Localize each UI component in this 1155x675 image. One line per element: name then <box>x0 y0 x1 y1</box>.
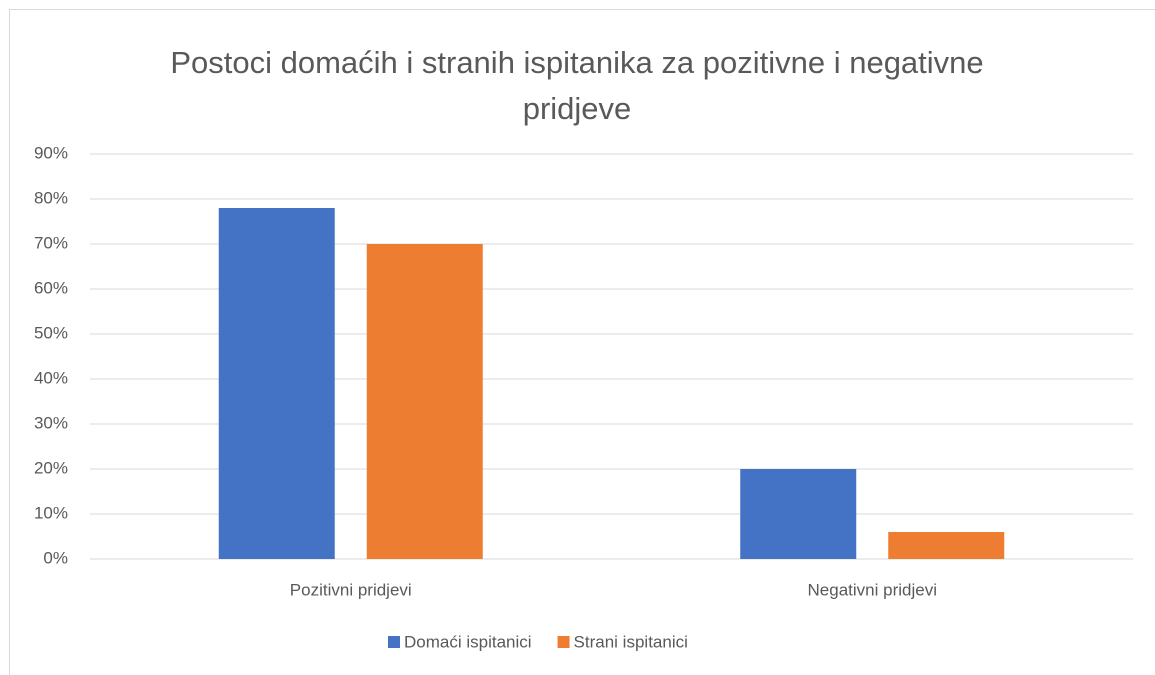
y-tick-label: 70% <box>34 233 68 252</box>
y-tick-label: 80% <box>34 188 68 207</box>
y-tick-label: 10% <box>34 503 68 522</box>
x-tick-label: Negativni pridjevi <box>808 580 937 599</box>
bar <box>740 469 857 559</box>
y-tick-label: 90% <box>34 143 68 162</box>
bar <box>218 208 335 559</box>
x-tick-label: Pozitivni pridjevi <box>290 580 412 599</box>
y-tick-label: 20% <box>34 458 68 477</box>
bar <box>366 244 483 559</box>
legend-swatch <box>557 636 570 648</box>
y-tick-label: 50% <box>34 323 68 342</box>
legend-label: Strani ispitanici <box>574 632 688 651</box>
y-tick-label: 40% <box>34 368 68 387</box>
y-tick-label: 60% <box>34 278 68 297</box>
bar <box>888 532 1005 559</box>
chart-border <box>9 9 1155 675</box>
legend-swatch <box>388 636 400 648</box>
y-tick-label: 30% <box>34 413 68 432</box>
chart-title: Postoci domaćih i stranih ispitanika za … <box>170 45 984 126</box>
y-tick-label: 0% <box>43 548 68 567</box>
legend-label: Domaći ispitanici <box>404 632 532 651</box>
